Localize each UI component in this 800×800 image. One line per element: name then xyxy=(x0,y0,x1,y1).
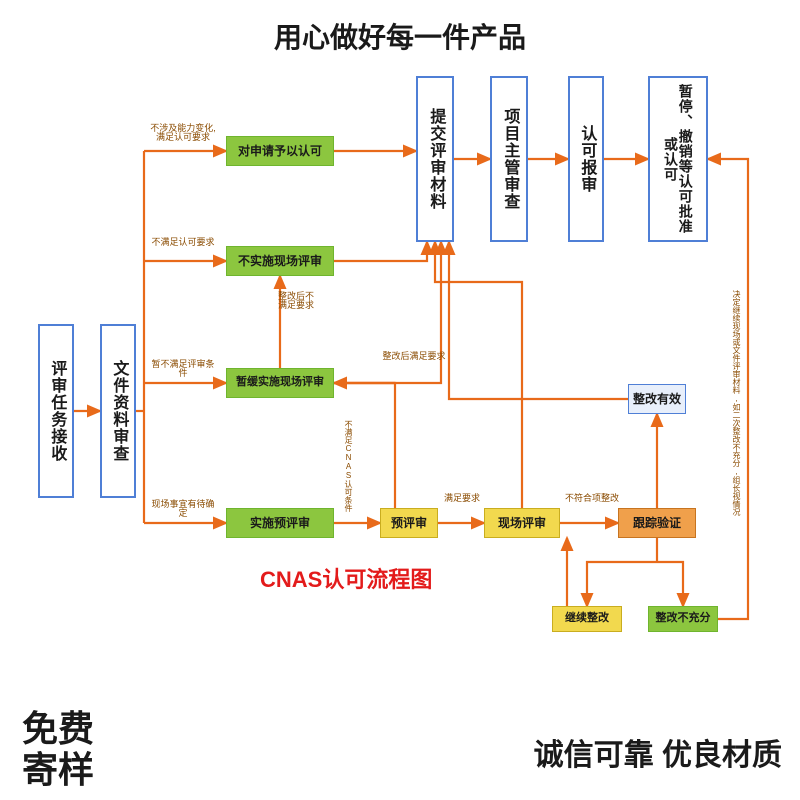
node-n_pause_onsite: 暂缓实施现场评审 xyxy=(226,368,334,398)
node-n_proj_review: 项目主管审查 xyxy=(490,76,528,242)
label-l8: 满足要求 xyxy=(440,494,484,503)
bottom-left-l2: 寄样 xyxy=(22,749,94,790)
bottom-banner: 免费 寄样 诚信可靠 优良材质 xyxy=(0,704,800,800)
bottom-left-l1: 免费 xyxy=(22,708,94,749)
label-l6: 整改后满足要求 xyxy=(372,352,456,361)
label-l2: 不满足认可要求 xyxy=(148,238,218,247)
node-n_pre_review: 预评审 xyxy=(380,508,438,538)
node-n_suspend: 暂停、撤销等认可批准或认可 xyxy=(648,76,708,242)
label-l4: 现场事宜有待确定 xyxy=(148,500,218,519)
node-n_no_onsite: 不实施现场评审 xyxy=(226,246,334,276)
node-n_recog_rep: 认可报审 xyxy=(568,76,604,242)
top-banner: 用心做好每一件产品 xyxy=(0,0,800,66)
label-l7: 不满足CNAS认可条件 xyxy=(344,420,352,512)
node-n_fix_valid: 整改有效 xyxy=(628,384,686,414)
node-n_approve_app: 对申请予以认可 xyxy=(226,136,334,166)
node-n_pre_impl: 实施预评审 xyxy=(226,508,334,538)
diagram-title: CNAS认可流程图 xyxy=(260,562,432,594)
node-n_track: 跟踪验证 xyxy=(618,508,696,538)
flowchart-canvas: CNAS认可流程图 评审任务接收文件资料审查 对申请予以认可不实施现场评审暂缓实施… xyxy=(0,62,800,702)
node-n_cont_fix: 继续整改 xyxy=(552,606,622,632)
label-l5: 整改后不满足要求 xyxy=(266,292,326,311)
bottom-right-text: 诚信可靠 优良材质 xyxy=(534,730,782,774)
bottom-left-badge: 免费 寄样 xyxy=(22,708,94,791)
node-n_submit: 提交评审材料 xyxy=(416,76,454,242)
top-banner-text: 用心做好每一件产品 xyxy=(274,22,526,53)
node-n_doc_review: 文件资料审查 xyxy=(100,324,136,498)
node-n_onsite: 现场评审 xyxy=(484,508,560,538)
label-l1: 不涉及能力变化,满足认可要求 xyxy=(148,124,218,143)
node-n_receive: 评审任务接收 xyxy=(38,324,74,498)
label-l9: 不符合项整改 xyxy=(564,494,620,503)
node-n_fix_insuff: 整改不充分 xyxy=(648,606,718,632)
label-l10: 决定继续现场或文件评审材料,如二次整改不充分,组长视情况 xyxy=(732,290,740,516)
label-l3: 暂不满足评审条件 xyxy=(148,360,218,379)
